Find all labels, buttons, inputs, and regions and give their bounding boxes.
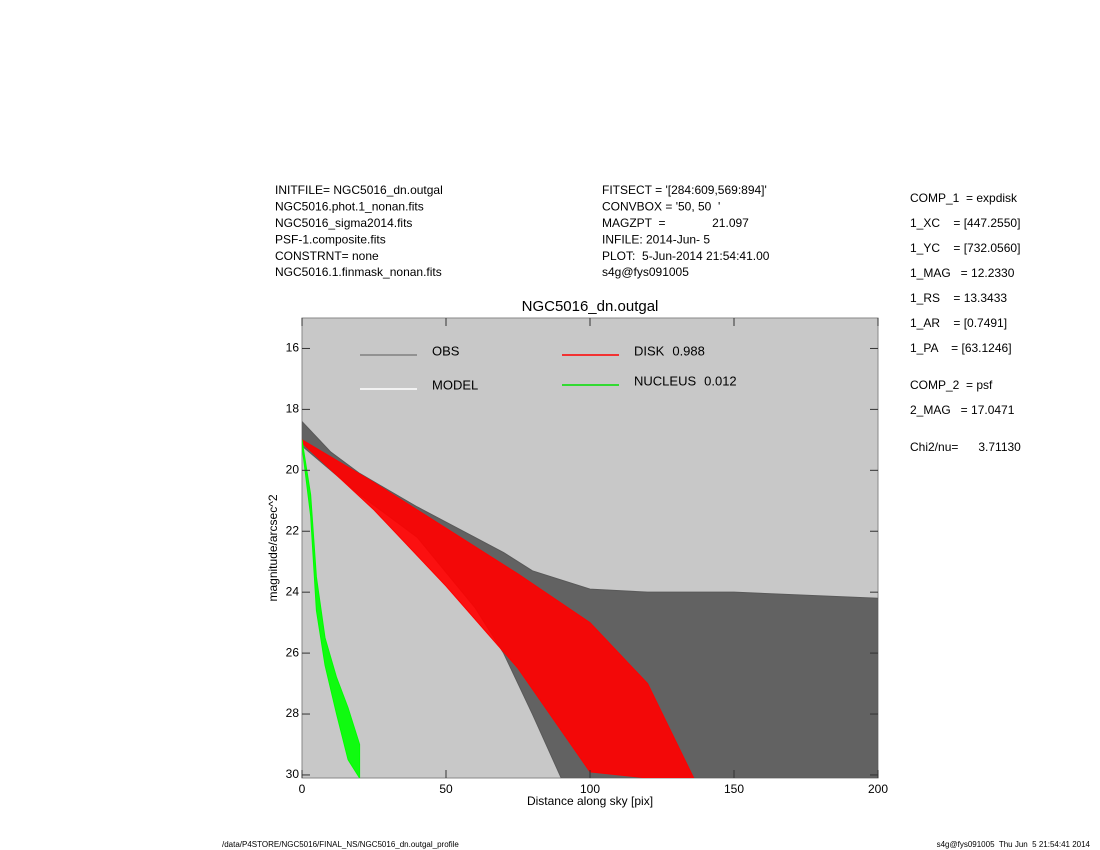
- legend-label: MODEL: [432, 377, 478, 392]
- legend-label: NUCLEUS: [634, 373, 696, 388]
- component-line: 1_MAG = 12.2330: [910, 266, 1015, 280]
- component-line: COMP_1 = expdisk: [910, 191, 1018, 205]
- footer-stamp: s4g@fys091005 Thu Jun 5 21:54:41 2014: [937, 840, 1091, 849]
- y-tick-label: 26: [286, 645, 300, 659]
- plot-marks: [302, 420, 878, 778]
- y-tick-label: 24: [286, 584, 300, 598]
- x-axis-label: Distance along sky [pix]: [527, 794, 653, 808]
- y-tick-label: 16: [286, 341, 300, 355]
- component-line: Chi2/nu= 3.71130: [910, 440, 1021, 454]
- y-axis-label: magnitude/arcsec^2: [266, 494, 280, 601]
- component-line: 2_MAG = 17.0471: [910, 403, 1015, 417]
- header-left-line: NGC5016_sigma2014.fits: [275, 216, 412, 230]
- header-middle-line: s4g@fys091005: [602, 265, 689, 279]
- component-line: 1_XC = [447.2550]: [910, 216, 1020, 230]
- legend-fraction: 0.988: [672, 343, 705, 358]
- x-tick-label: 50: [439, 782, 453, 796]
- x-tick-label: 150: [724, 782, 744, 796]
- header-left-line: NGC5016.phot.1_nonan.fits: [275, 200, 424, 214]
- component-line: 1_AR = [0.7491]: [910, 316, 1007, 330]
- component-line: 1_PA = [63.1246]: [910, 341, 1012, 355]
- x-tick-label: 100: [580, 782, 600, 796]
- header-middle-line: CONVBOX = '50, 50 ': [602, 200, 720, 214]
- component-line: 1_YC = [732.0560]: [910, 241, 1020, 255]
- component-line: 1_RS = 13.3433: [910, 291, 1007, 305]
- component-line: COMP_2 = psf: [910, 378, 993, 392]
- y-tick-label: 18: [286, 402, 300, 416]
- x-tick-label: 0: [299, 782, 306, 796]
- y-tick-label: 22: [286, 523, 300, 537]
- header-left-line: CONSTRNT= none: [275, 249, 379, 263]
- y-tick-label: 20: [286, 462, 300, 476]
- header-middle-line: FITSECT = '[284:609,569:894]': [602, 183, 767, 197]
- legend-label: OBS: [432, 343, 460, 358]
- point-cloud: [302, 439, 695, 778]
- header-left-line: INITFILE= NGC5016_dn.outgal: [275, 183, 443, 197]
- header-left-line: NGC5016.1.finmask_nonan.fits: [275, 265, 442, 279]
- chart-title: NGC5016_dn.outgal: [522, 298, 659, 315]
- header-left-line: PSF-1.composite.fits: [275, 232, 386, 246]
- y-tick-label: 28: [286, 706, 300, 720]
- header-middle-line: PLOT: 5-Jun-2014 21:54:41.00: [602, 249, 770, 263]
- point-cloud: [302, 439, 361, 778]
- header-middle-line: INFILE: 2014-Jun- 5: [602, 232, 710, 246]
- x-tick-label: 200: [868, 782, 888, 796]
- legend-label: DISK: [634, 343, 665, 358]
- header-middle-line: MAGZPT = 21.097: [602, 216, 749, 230]
- footer-path: /data/P4STORE/NGC5016/FINAL_NS/NGC5016_d…: [222, 840, 459, 849]
- legend-fraction: 0.012: [704, 373, 737, 388]
- y-tick-label: 30: [286, 767, 300, 781]
